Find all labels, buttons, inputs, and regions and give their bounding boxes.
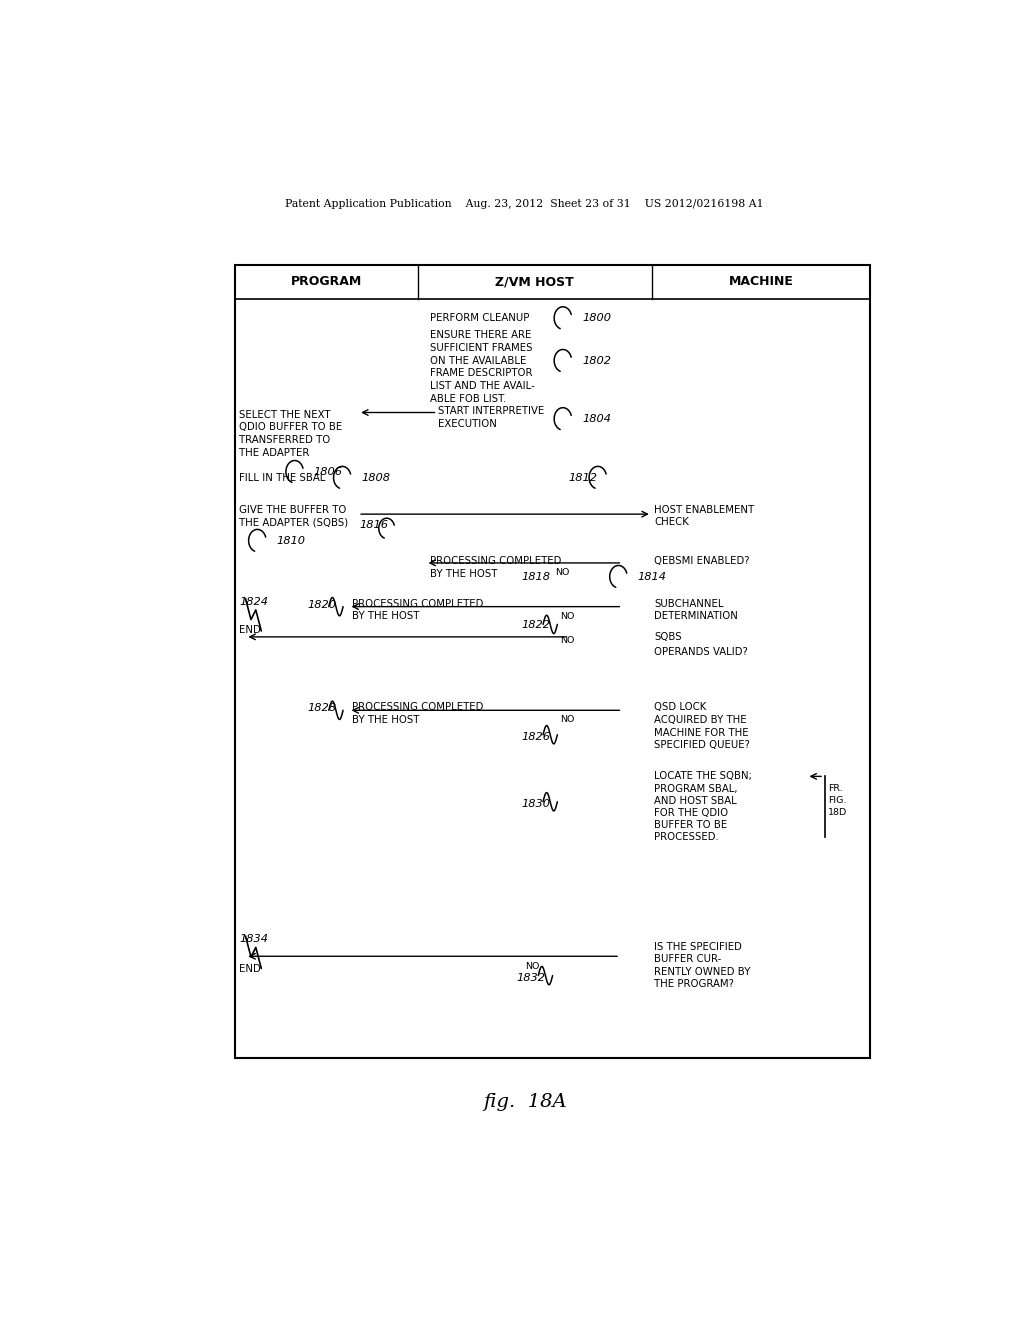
Bar: [236, 265, 870, 1057]
Text: IS THE SPECIFIED: IS THE SPECIFIED: [654, 942, 742, 952]
Text: 1834: 1834: [240, 935, 268, 944]
Text: PERFORM CLEANUP: PERFORM CLEANUP: [430, 313, 529, 323]
Text: 1818: 1818: [521, 572, 551, 582]
Text: OPERANDS VALID?: OPERANDS VALID?: [654, 647, 748, 657]
Text: AND HOST SBAL: AND HOST SBAL: [654, 796, 737, 805]
Text: QSD LOCK: QSD LOCK: [654, 702, 707, 713]
Text: EXECUTION: EXECUTION: [437, 420, 497, 429]
Text: SELECT THE NEXT: SELECT THE NEXT: [240, 409, 331, 420]
Text: 1810: 1810: [276, 536, 305, 545]
Text: NO: NO: [560, 715, 574, 725]
Text: GIVE THE BUFFER TO: GIVE THE BUFFER TO: [240, 506, 346, 515]
Text: MACHINE FOR THE: MACHINE FOR THE: [654, 727, 749, 738]
Text: FR.: FR.: [828, 784, 843, 793]
Text: BUFFER TO BE: BUFFER TO BE: [654, 820, 727, 830]
Text: 1808: 1808: [361, 473, 390, 483]
Text: HOST ENABLEMENT: HOST ENABLEMENT: [654, 506, 755, 515]
Text: CHECK: CHECK: [654, 517, 689, 527]
Text: TRANSFERRED TO: TRANSFERRED TO: [240, 436, 331, 445]
Text: FOR THE QDIO: FOR THE QDIO: [654, 808, 728, 818]
Text: PROCESSED.: PROCESSED.: [654, 833, 719, 842]
Text: SPECIFIED QUEUE?: SPECIFIED QUEUE?: [654, 741, 750, 750]
Text: 1806: 1806: [313, 467, 343, 477]
Text: 1828: 1828: [307, 704, 336, 713]
Text: DETERMINATION: DETERMINATION: [654, 611, 738, 622]
Text: 18D: 18D: [828, 808, 847, 817]
Text: fig.  18A: fig. 18A: [483, 1093, 566, 1110]
Text: NO: NO: [555, 568, 569, 577]
Text: PROCESSING COMPLETED: PROCESSING COMPLETED: [352, 598, 483, 609]
Text: 1804: 1804: [582, 414, 611, 424]
Text: QEBSMI ENABLED?: QEBSMI ENABLED?: [654, 556, 750, 566]
Text: BUFFER CUR-: BUFFER CUR-: [654, 954, 721, 965]
Text: FILL IN THE SBAL: FILL IN THE SBAL: [240, 473, 326, 483]
Text: Z/VM HOST: Z/VM HOST: [496, 276, 574, 288]
Text: 1830: 1830: [521, 799, 551, 809]
Text: ON THE AVAILABLE: ON THE AVAILABLE: [430, 355, 526, 366]
Text: 1832: 1832: [517, 973, 546, 982]
Text: ABLE FOB LIST.: ABLE FOB LIST.: [430, 393, 506, 404]
Text: 1826: 1826: [521, 731, 551, 742]
Text: 1822: 1822: [521, 620, 551, 631]
Text: THE ADAPTER (SQBS): THE ADAPTER (SQBS): [240, 517, 348, 527]
Text: 1812: 1812: [568, 473, 597, 483]
Text: ENSURE THERE ARE: ENSURE THERE ARE: [430, 330, 530, 341]
Text: 1802: 1802: [582, 355, 611, 366]
Text: SUFFICIENT FRAMES: SUFFICIENT FRAMES: [430, 343, 532, 352]
Text: PROGRAM SBAL,: PROGRAM SBAL,: [654, 784, 737, 793]
Text: PROGRAM: PROGRAM: [291, 276, 362, 288]
Text: START INTERPRETIVE: START INTERPRETIVE: [437, 407, 544, 417]
Text: PROCESSING COMPLETED: PROCESSING COMPLETED: [430, 556, 561, 566]
Text: ACQUIRED BY THE: ACQUIRED BY THE: [654, 715, 746, 725]
Text: NO: NO: [560, 636, 574, 645]
Text: QDIO BUFFER TO BE: QDIO BUFFER TO BE: [240, 422, 342, 432]
Text: 1820: 1820: [307, 599, 336, 610]
Text: END: END: [240, 624, 261, 635]
Text: RENTLY OWNED BY: RENTLY OWNED BY: [654, 966, 751, 977]
Text: 1824: 1824: [240, 597, 268, 607]
Text: LIST AND THE AVAIL-: LIST AND THE AVAIL-: [430, 381, 535, 391]
Text: LOCATE THE SQBN;: LOCATE THE SQBN;: [654, 771, 752, 781]
Text: PROCESSING COMPLETED: PROCESSING COMPLETED: [352, 702, 483, 713]
Text: THE ADAPTER: THE ADAPTER: [240, 447, 309, 458]
Text: SQBS: SQBS: [654, 632, 682, 642]
Text: SUBCHANNEL: SUBCHANNEL: [654, 598, 724, 609]
Text: 1814: 1814: [638, 572, 667, 582]
Text: BY THE HOST: BY THE HOST: [352, 715, 419, 725]
Text: NO: NO: [524, 962, 540, 972]
Text: 1800: 1800: [582, 313, 611, 323]
Text: NO: NO: [560, 611, 574, 620]
Text: BY THE HOST: BY THE HOST: [352, 611, 419, 622]
Text: BY THE HOST: BY THE HOST: [430, 569, 497, 578]
Text: THE PROGRAM?: THE PROGRAM?: [654, 978, 734, 989]
Text: 1816: 1816: [359, 520, 389, 531]
Text: Patent Application Publication    Aug. 23, 2012  Sheet 23 of 31    US 2012/02161: Patent Application Publication Aug. 23, …: [286, 199, 764, 209]
Text: MACHINE: MACHINE: [728, 276, 794, 288]
Text: END: END: [240, 965, 261, 974]
Text: FRAME DESCRIPTOR: FRAME DESCRIPTOR: [430, 368, 532, 379]
Text: FIG.: FIG.: [828, 796, 846, 805]
